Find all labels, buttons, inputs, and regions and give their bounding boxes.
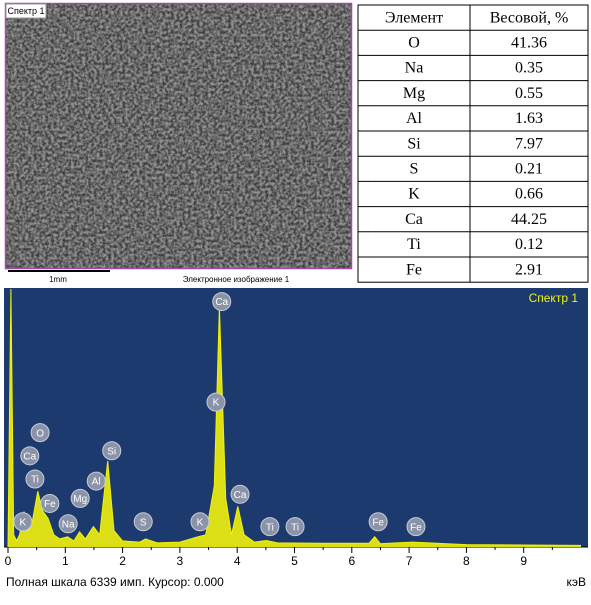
element-cell: Na [405,60,424,77]
element-cell: S [410,160,419,177]
element-cell: Al [406,110,423,127]
peak-label: Na [62,519,75,530]
peak-label: Ca [234,490,247,501]
table-frame [357,4,589,283]
x-tick-label: 3 [177,554,184,568]
weight-cell: 0.55 [515,85,543,102]
image-label-box [5,3,47,19]
spectrum-line [7,288,582,548]
element-cell: O [408,34,420,51]
peak-label: Fe [44,499,56,510]
weight-cell: 0.12 [515,236,543,253]
peak-label: Ti [31,475,39,486]
x-tick-label: 1 [62,554,69,568]
peak-marker [40,493,60,513]
peak-label: O [36,428,44,439]
x-tick-label: 4 [234,554,241,568]
weight-cell: 0.35 [515,60,543,77]
peak-label: Ca [23,451,36,462]
x-tick-label: 5 [291,554,298,568]
peak-marker [285,517,305,537]
element-cell: K [408,186,420,203]
peak-marker [190,512,210,532]
scale-label: 1mm [49,275,67,284]
image-label: Спектр 1 [7,6,44,16]
sem-texture [5,3,352,269]
peak-marker [206,392,226,412]
peak-marker [58,514,78,534]
peak-label: Ca [215,297,228,308]
weight-cell: 7.97 [515,135,543,152]
header-cell: Элемент [385,9,443,26]
element-cell: Mg [403,85,425,102]
element-cell: Si [407,135,421,152]
peak-marker [260,517,280,537]
chart-title: Спектр 1 [529,291,579,305]
weight-cell: 41.36 [511,34,547,51]
peak-marker [86,471,106,491]
peak-label: Ti [266,522,274,533]
peak-marker [25,469,45,489]
header-cell: Весовой, % [490,9,569,26]
image-footer [5,270,352,286]
x-tick-label: 6 [348,554,355,568]
peak-label: Fe [372,517,384,528]
weight-cell: 2.91 [515,261,543,278]
footer: Полная шкала 6339 имп. Курсор: 0.000 [6,575,224,589]
peak-marker [30,423,50,443]
spectrum-area-frame [4,2,353,270]
peak-marker [230,484,250,504]
peak-label: K [213,398,220,409]
x-tick-label: 2 [119,554,126,568]
weight-cell: 0.21 [515,160,543,177]
peak-marker [70,488,90,508]
element-cell: Ti [407,236,421,253]
peak-marker [20,446,40,466]
peak-label: Si [107,446,116,457]
peak-label: K [197,517,204,528]
composition-table: Элемент Весовой, % O 41.36 Na 0.35 Mg 0.55 Al 1.6… [357,4,589,283]
peak-marker [102,441,122,461]
weight-cell: 1.63 [515,110,543,127]
peak-label: S [140,517,147,528]
element-cell: Ca [405,211,423,228]
peak-label: Mg [73,494,87,505]
x-tick-label: 0 [5,554,12,568]
weight-cell: 0.66 [515,186,543,203]
peak-marker [13,512,33,532]
peak-marker [212,292,232,312]
peak-label: Ti [291,522,299,533]
x-tick-label: 8 [463,554,470,568]
x-tick-label: 9 [520,554,527,568]
peak-marker [368,512,388,532]
plot-area [4,288,588,547]
x-axis-label: кэВ [566,575,586,589]
peak-label: Al [92,477,101,488]
peak-marker [406,517,426,537]
weight-cell: 44.25 [511,211,547,228]
x-tick-label: 7 [406,554,413,568]
peak-label: K [20,517,27,528]
peak-marker [133,512,153,532]
image-caption: Электронное изображение 1 [183,275,290,284]
element-cell: Fe [406,261,422,278]
peak-label: Fe [410,522,422,533]
